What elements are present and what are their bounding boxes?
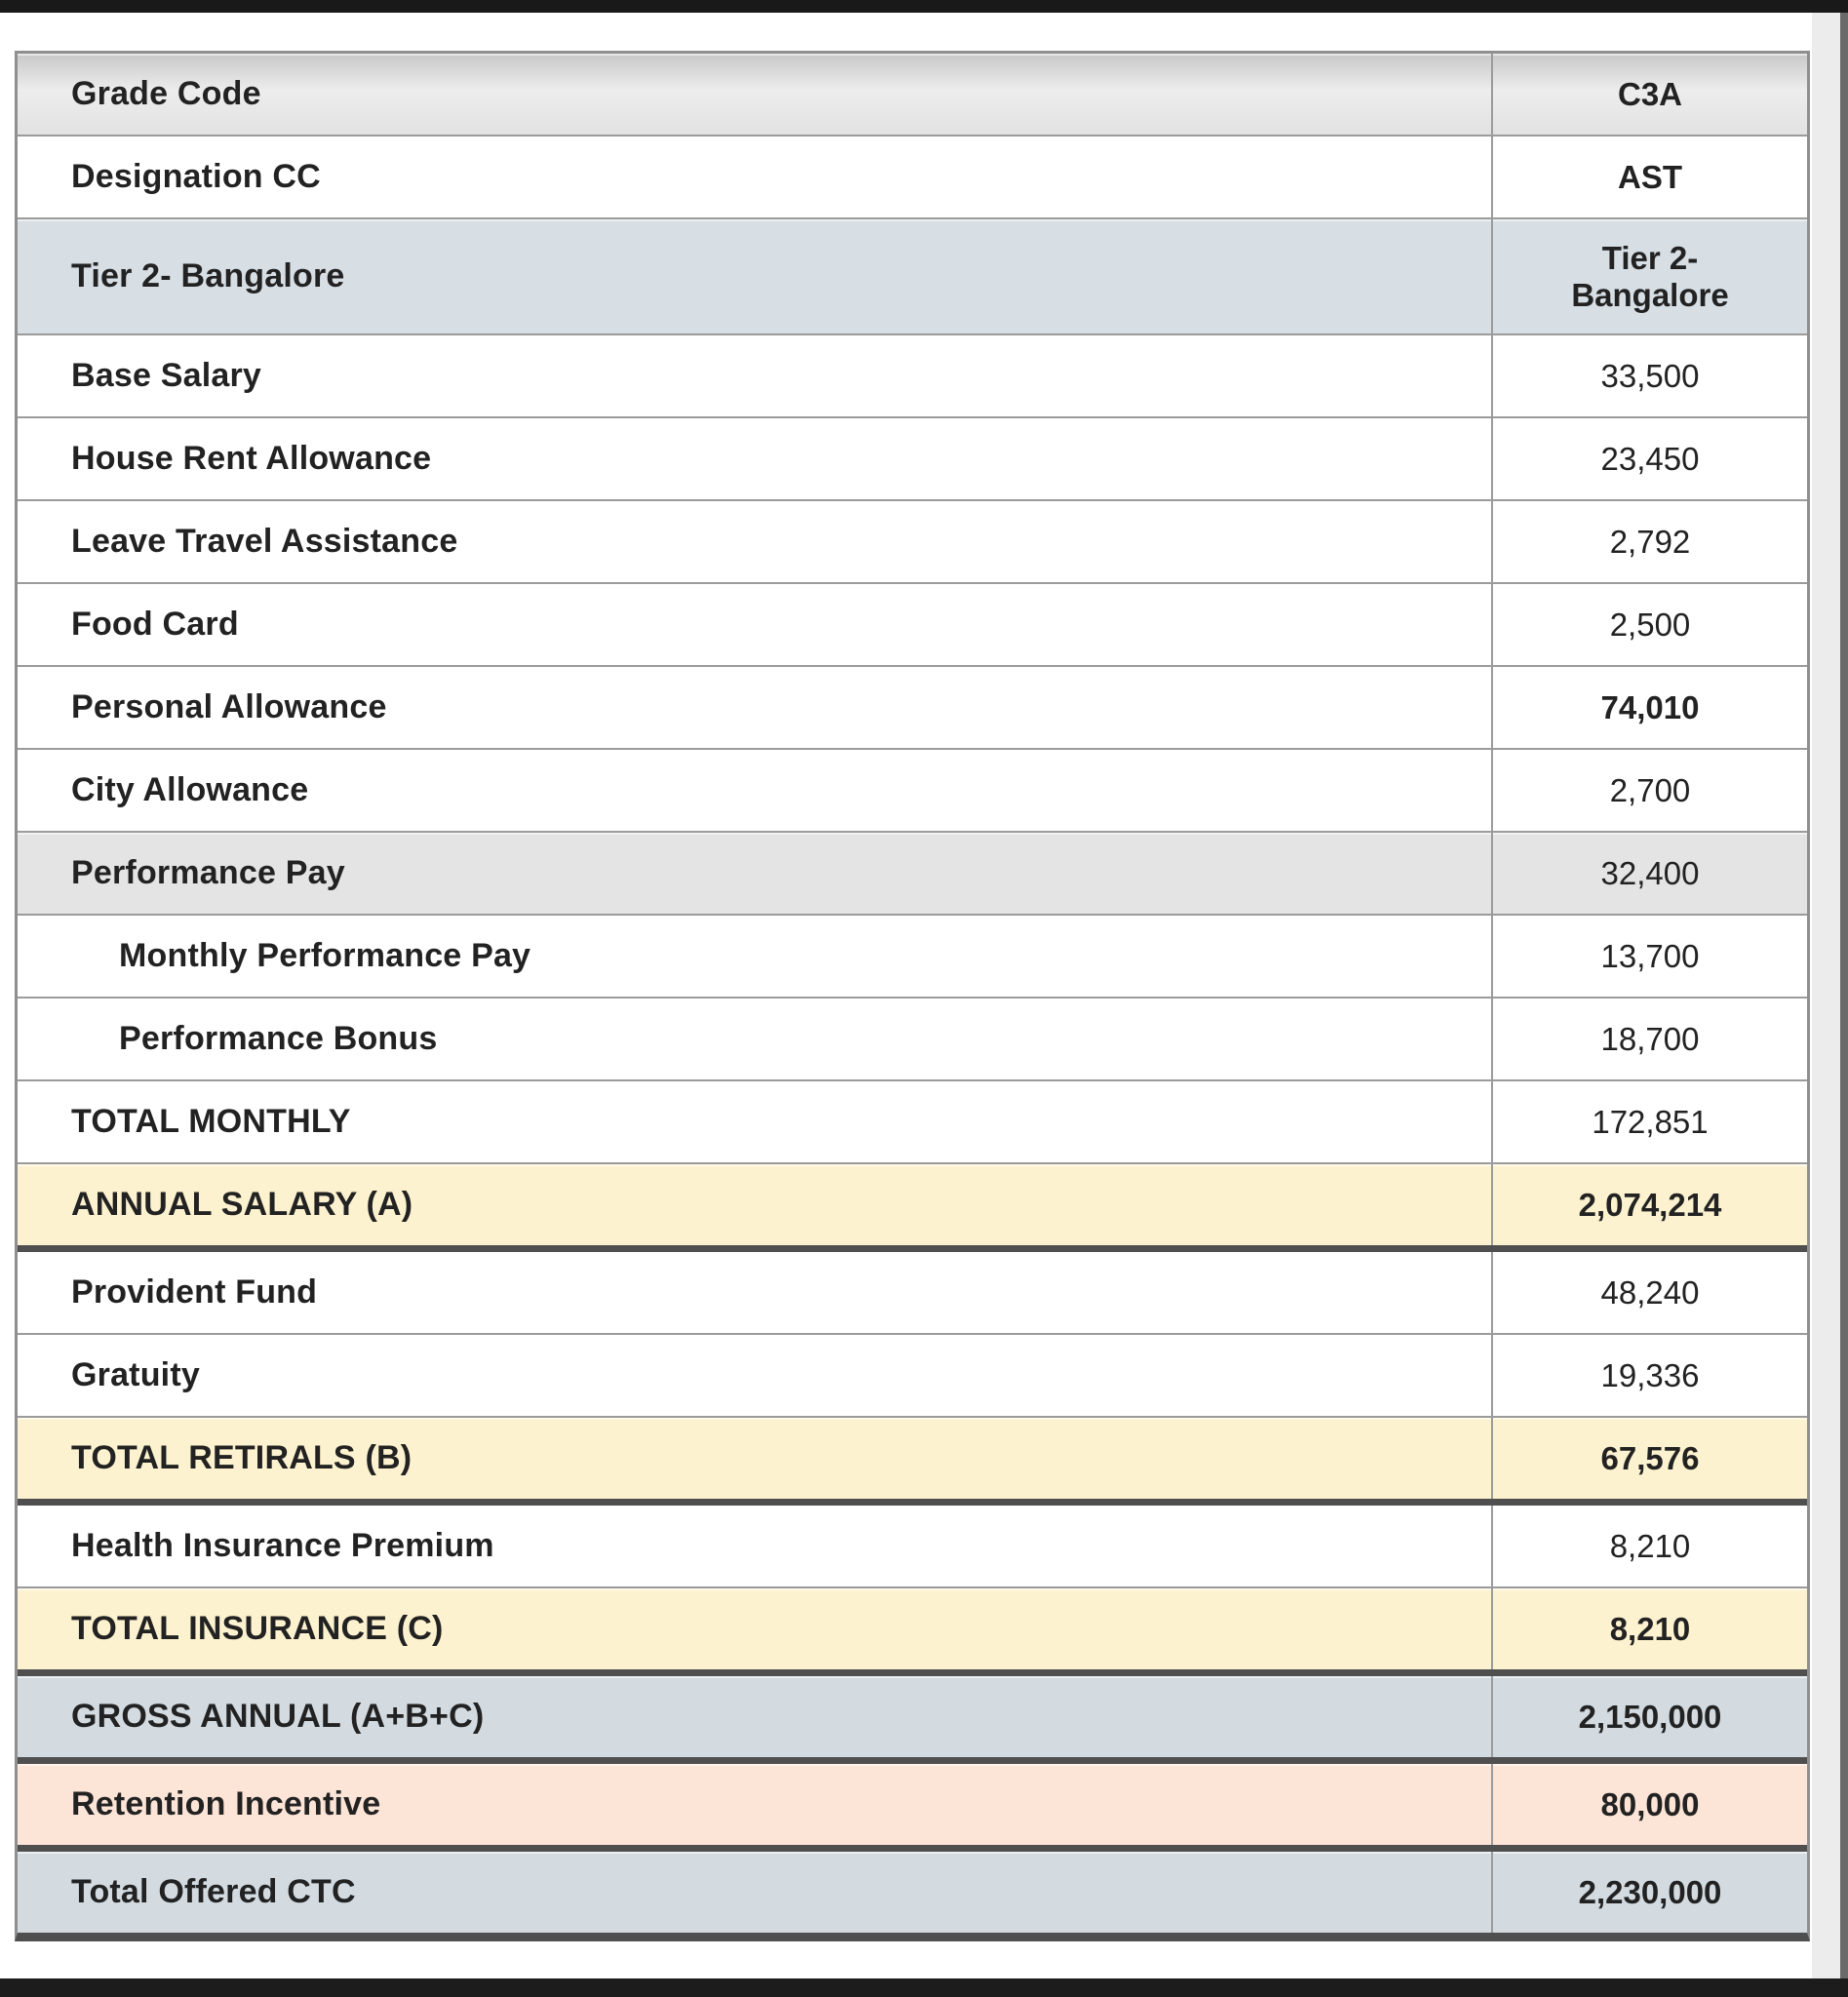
row-label: TOTAL MONTHLY (71, 1103, 351, 1140)
row-value: 19,336 (1491, 1335, 1807, 1416)
row-value: 48,240 (1491, 1252, 1807, 1333)
table-row: House Rent Allowance 23,450 (18, 418, 1807, 501)
table-row: TOTAL INSURANCE (C) 8,210 (18, 1588, 1807, 1676)
row-label: Food Card (71, 606, 239, 643)
row-value: 74,010 (1491, 667, 1807, 748)
row-value: 8,210 (1491, 1588, 1807, 1669)
row-value: 2,150,000 (1491, 1676, 1807, 1757)
row-label: Personal Allowance (71, 688, 387, 725)
table-row: Monthly Performance Pay 13,700 (18, 916, 1807, 998)
row-value: Tier 2- Bangalore (1491, 219, 1807, 333)
row-label: Base Salary (71, 357, 262, 394)
row-value: 67,576 (1491, 1418, 1807, 1499)
row-label: Total Offered CTC (71, 1873, 356, 1910)
row-label: Designation CC (71, 158, 321, 195)
row-value: 172,851 (1491, 1081, 1807, 1162)
row-label: TOTAL INSURANCE (C) (71, 1610, 444, 1647)
row-value: AST (1491, 137, 1807, 217)
salary-breakdown-table: Grade Code C3A Designation CC AST Tier 2… (15, 51, 1810, 1941)
row-label: TOTAL RETIRALS (B) (71, 1439, 413, 1476)
row-label: City Allowance (71, 771, 309, 808)
table-row: TOTAL MONTHLY 172,851 (18, 1081, 1807, 1164)
row-label: Leave Travel Assistance (71, 523, 458, 560)
row-value: 2,792 (1491, 501, 1807, 582)
row-label: ANNUAL SALARY (A) (71, 1186, 413, 1223)
row-value: 32,400 (1491, 833, 1807, 914)
row-value: 23,450 (1491, 418, 1807, 499)
table-row: Performance Pay 32,400 (18, 833, 1807, 916)
row-label: Provident Fund (71, 1273, 318, 1311)
table-row: Base Salary 33,500 (18, 335, 1807, 418)
table-row: Total Offered CTC 2,230,000 (18, 1852, 1807, 1933)
row-label: Gratuity (71, 1356, 200, 1393)
row-label: Tier 2- Bangalore (71, 257, 345, 294)
table-row: Gratuity 19,336 (18, 1335, 1807, 1418)
row-value: 80,000 (1491, 1764, 1807, 1845)
row-label: Monthly Performance Pay (119, 937, 531, 974)
table-row: Designation CC AST (18, 137, 1807, 219)
table-row: Health Insurance Premium 8,210 (18, 1506, 1807, 1588)
table-row: Performance Bonus 18,700 (18, 998, 1807, 1081)
row-value: 33,500 (1491, 335, 1807, 416)
row-label: GROSS ANNUAL (A+B+C) (71, 1698, 485, 1735)
row-value: C3A (1491, 54, 1807, 135)
row-value: 2,500 (1491, 584, 1807, 665)
table-row: Personal Allowance 74,010 (18, 667, 1807, 750)
table-row: Food Card 2,500 (18, 584, 1807, 667)
row-label: Retention Incentive (71, 1785, 381, 1822)
table-row: ANNUAL SALARY (A) 2,074,214 (18, 1164, 1807, 1252)
page-edge-line (1840, 13, 1848, 1978)
row-label: Grade Code (71, 75, 261, 112)
row-value: 18,700 (1491, 998, 1807, 1079)
row-value: 13,700 (1491, 916, 1807, 997)
row-value: 2,700 (1491, 750, 1807, 831)
row-value: 8,210 (1491, 1506, 1807, 1586)
row-label: Performance Bonus (119, 1020, 438, 1057)
bottom-black-bar (0, 1978, 1848, 1997)
row-label: Health Insurance Premium (71, 1527, 494, 1564)
table-row: Provident Fund 48,240 (18, 1252, 1807, 1335)
table-row: Tier 2- Bangalore Tier 2- Bangalore (18, 219, 1807, 335)
table-row: GROSS ANNUAL (A+B+C) 2,150,000 (18, 1676, 1807, 1764)
row-value: 2,230,000 (1491, 1852, 1807, 1933)
table-row: City Allowance 2,700 (18, 750, 1807, 833)
table-row: Retention Incentive 80,000 (18, 1764, 1807, 1852)
table-row: TOTAL RETIRALS (B) 67,576 (18, 1418, 1807, 1506)
table-row: Grade Code C3A (18, 54, 1807, 137)
row-value: 2,074,214 (1491, 1164, 1807, 1245)
row-label: House Rent Allowance (71, 440, 432, 477)
table-row: Leave Travel Assistance 2,792 (18, 501, 1807, 584)
top-black-bar (0, 0, 1848, 13)
row-label: Performance Pay (71, 854, 345, 891)
